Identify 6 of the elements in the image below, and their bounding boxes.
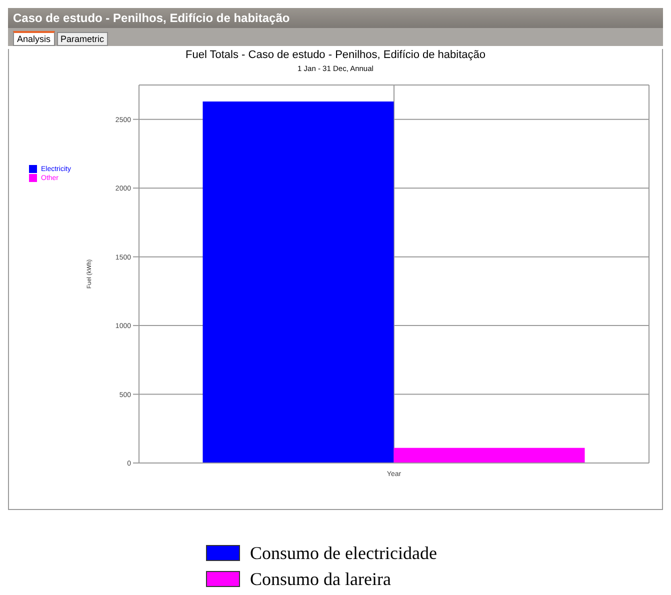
- chart-title: Fuel Totals - Caso de estudo - Penilhos, Edifício de habitação: [184, 49, 487, 61]
- text: Consumo da lareira: [250, 568, 391, 590]
- text: Caso de estudo - Penilhos, Edifício de habitação: [8, 8, 663, 28]
- text: Parametric: [56, 32, 108, 46]
- text: Consumo de electricidade: [250, 542, 437, 564]
- text: Analysis: [13, 31, 55, 46]
